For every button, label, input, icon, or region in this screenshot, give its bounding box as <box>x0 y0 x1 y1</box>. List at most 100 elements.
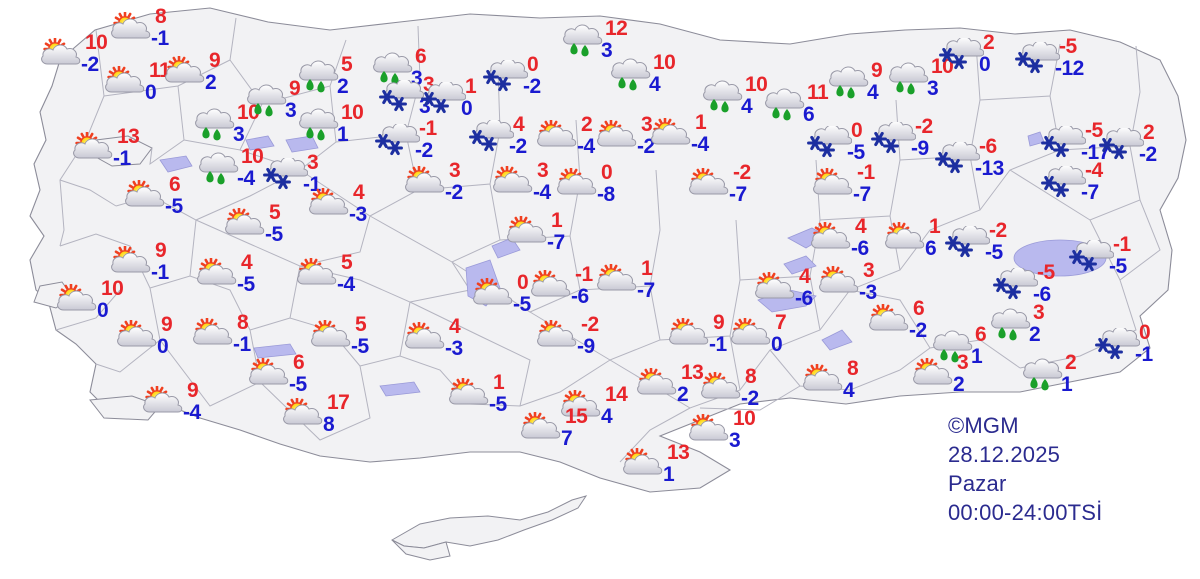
sun-behind-cloud-icon <box>556 167 602 202</box>
temp-min-label: -7 <box>853 183 871 206</box>
temp-max-label: 3 <box>449 159 461 182</box>
temp-max-label: 4 <box>353 181 365 204</box>
sun-behind-cloud-icon <box>812 167 858 202</box>
temp-max-label: 9 <box>161 313 173 336</box>
rain-cloud-icon <box>988 308 1034 342</box>
sun-behind-cloud-icon <box>884 221 930 256</box>
temp-min-label: -5 <box>351 335 369 358</box>
temp-min-label: -2 <box>909 319 927 342</box>
temp-min-label: 1 <box>337 123 349 146</box>
temp-min-label: 0 <box>771 333 783 356</box>
rain-cloud-icon <box>886 62 932 96</box>
temp-min-label: -2 <box>81 53 99 76</box>
temp-min-label: 2 <box>677 383 689 406</box>
temp-min-label: 2 <box>205 71 217 94</box>
sun-behind-cloud-icon <box>308 187 354 222</box>
sun-behind-cloud-icon <box>224 207 270 242</box>
cyprus-outline <box>390 495 588 561</box>
rain-cloud-icon <box>296 60 342 94</box>
temp-min-label: -7 <box>547 231 565 254</box>
temp-min-label: 1 <box>663 463 675 486</box>
temp-max-label: 8 <box>847 357 859 380</box>
snow-cloud-icon <box>1094 326 1141 362</box>
sun-behind-cloud-icon <box>596 119 642 154</box>
rain-cloud-icon <box>560 24 606 58</box>
temp-min-label: 4 <box>867 81 879 104</box>
temp-max-label: 11 <box>807 81 829 104</box>
temp-min-label: -4 <box>183 401 201 424</box>
temp-max-label: -4 <box>1085 159 1103 182</box>
temp-min-label: -5 <box>513 293 531 316</box>
temp-max-label: 0 <box>1139 321 1151 344</box>
temp-max-label: 4 <box>799 265 811 288</box>
temp-min-label: 3 <box>601 39 613 62</box>
snow-cloud-icon <box>1040 164 1087 200</box>
temp-min-label: -1 <box>151 27 169 50</box>
temp-min-label: -6 <box>1033 283 1051 306</box>
sun-behind-cloud-icon <box>492 165 538 200</box>
sun-behind-cloud-icon <box>650 117 696 152</box>
temp-min-label: 1 <box>1061 373 1073 396</box>
temp-min-label: -12 <box>1055 57 1084 80</box>
snow-cloud-icon <box>482 58 529 94</box>
sun-behind-cloud-icon <box>668 317 714 352</box>
temp-min-label: -4 <box>533 181 551 204</box>
temp-max-label: 1 <box>695 111 707 134</box>
sun-behind-cloud-icon <box>124 179 170 214</box>
snow-cloud-icon <box>378 78 425 114</box>
sun-behind-cloud-icon <box>472 277 518 312</box>
temp-max-label: -5 <box>1037 261 1055 284</box>
sun-behind-cloud-icon <box>448 377 494 412</box>
sun-behind-cloud-icon <box>192 317 238 352</box>
temp-min-label: -2 <box>509 135 527 158</box>
temp-max-label: 4 <box>241 251 253 274</box>
snow-cloud-icon <box>1040 124 1087 160</box>
sun-behind-cloud-icon <box>164 55 210 90</box>
temp-min-label: -9 <box>577 335 595 358</box>
temp-min-label: -6 <box>851 237 869 260</box>
sun-behind-cloud-icon <box>40 37 86 72</box>
temp-min-label: -3 <box>349 203 367 226</box>
temp-max-label: 17 <box>327 391 350 414</box>
temp-max-label: 9 <box>209 49 221 72</box>
temp-min-label: 3 <box>411 67 423 90</box>
rain-cloud-icon <box>296 108 342 142</box>
sun-behind-cloud-icon <box>110 245 156 280</box>
snow-cloud-icon <box>1098 126 1145 162</box>
temp-max-label: 5 <box>355 313 367 336</box>
temp-min-label: -7 <box>637 279 655 302</box>
temp-min-label: 2 <box>337 75 349 98</box>
temp-min-label: -5 <box>237 273 255 296</box>
temp-min-label: 4 <box>843 379 855 402</box>
temp-max-label: 1 <box>465 75 477 98</box>
temp-max-label: 1 <box>929 215 941 238</box>
sun-behind-cloud-icon <box>636 367 682 402</box>
temp-min-label: -17 <box>1081 141 1110 164</box>
temp-max-label: -1 <box>857 161 875 184</box>
temp-max-label: 9 <box>289 77 301 100</box>
temp-max-label: 10 <box>745 73 768 96</box>
temp-max-label: -5 <box>1085 119 1103 142</box>
rain-cloud-icon <box>700 80 746 114</box>
temp-min-label: 3 <box>285 99 297 122</box>
temp-max-label: 8 <box>155 5 167 28</box>
temp-min-label: -5 <box>265 223 283 246</box>
temp-max-label: 3 <box>423 73 435 96</box>
temp-min-label: -7 <box>729 183 747 206</box>
temp-max-label: 13 <box>667 441 690 464</box>
temp-min-label: -4 <box>577 135 595 158</box>
sun-behind-cloud-icon <box>530 269 576 304</box>
temp-max-label: 1 <box>493 371 505 394</box>
temp-max-label: 2 <box>1065 351 1077 374</box>
sun-behind-cloud-icon <box>110 11 156 46</box>
temp-min-label: -5 <box>289 373 307 396</box>
temp-min-label: -7 <box>1081 181 1099 204</box>
sun-behind-cloud-icon <box>754 271 800 306</box>
temp-min-label: -4 <box>337 273 355 296</box>
temp-max-label: 1 <box>551 209 563 232</box>
temp-min-label: 4 <box>601 405 613 428</box>
temp-max-label: 3 <box>863 259 875 282</box>
temp-max-label: -5 <box>1059 35 1077 58</box>
temp-min-label: -1 <box>1135 343 1153 366</box>
temp-max-label: 1 <box>641 257 653 280</box>
